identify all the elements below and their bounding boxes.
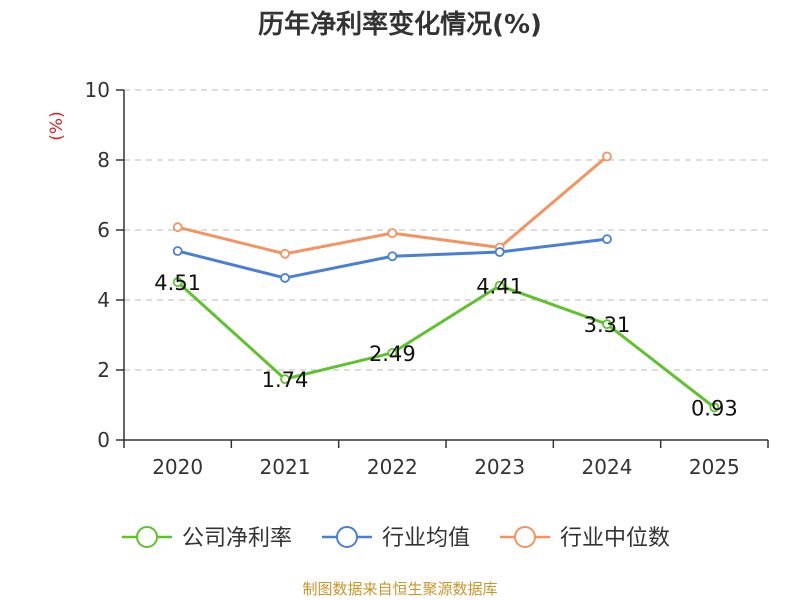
y-tick-label: 2 — [97, 358, 110, 382]
x-tick-label: 2022 — [367, 455, 418, 479]
source-note: 制图数据来自恒生聚源数据库 — [302, 580, 498, 598]
y-tick-label: 0 — [97, 428, 110, 452]
series-line-industry_median — [177, 155, 608, 256]
data-point-company — [387, 347, 398, 358]
data-label: 4.41 — [476, 275, 523, 299]
series — [172, 151, 720, 413]
axes: 0 2 4 6 8 10 2020 2021 2022 2023 2024 2025 — [85, 78, 769, 479]
data-label: 1.74 — [262, 368, 309, 392]
legend-marker — [136, 526, 158, 548]
data-labels: 4.51 1.74 2.49 4.41 3.31 0.93 — [154, 271, 737, 420]
data-point-company — [709, 402, 720, 413]
data-point-industry_median — [172, 222, 183, 233]
x-tick-label: 2021 — [260, 455, 311, 479]
series-line-company — [176, 281, 716, 409]
legend-item-company: 公司净利率 — [122, 526, 292, 551]
y-tick-label: 4 — [97, 288, 110, 312]
x-tick-label: 2025 — [689, 455, 740, 479]
chart-title: 历年净利率变化情况(%) — [258, 10, 542, 40]
data-point-industry_median — [602, 151, 612, 162]
legend-label: 公司净利率 — [182, 526, 292, 551]
data-label: 0.93 — [691, 396, 738, 420]
data-point-company — [280, 374, 290, 385]
legend: 公司净利率 行业均值 行业中位数 — [122, 526, 670, 551]
gridlines — [124, 89, 768, 371]
y-axis-unit-label: (%) — [47, 111, 67, 140]
y-tick-label: 10 — [85, 78, 110, 102]
legend-item-industry_median: 行业中位数 — [500, 526, 670, 551]
data-point-industry_avg — [387, 251, 398, 262]
data-point-company — [172, 277, 183, 288]
data-label: 3.31 — [584, 313, 631, 337]
data-point-industry_median — [387, 228, 398, 239]
data-point-company — [494, 280, 505, 291]
data-point-industry_avg — [280, 273, 290, 283]
legend-label: 行业中位数 — [560, 526, 670, 551]
y-tick-label: 8 — [97, 148, 110, 172]
x-tick-label: 2020 — [152, 455, 203, 479]
data-point-company — [602, 319, 612, 330]
data-label: 2.49 — [369, 342, 416, 366]
y-tick-label: 6 — [97, 218, 110, 242]
data-point-industry_avg — [602, 234, 612, 245]
data-point-industry_median — [280, 248, 290, 259]
legend-marker — [336, 526, 358, 548]
data-point-industry_avg — [172, 246, 183, 256]
legend-marker — [514, 526, 536, 548]
x-tick-label: 2024 — [582, 455, 633, 479]
data-label: 4.51 — [154, 271, 201, 295]
legend-item-industry_avg: 行业均值 — [322, 526, 470, 551]
data-point-industry_avg — [494, 247, 505, 257]
x-tick-label: 2023 — [474, 455, 525, 479]
legend-label: 行业均值 — [382, 526, 470, 551]
